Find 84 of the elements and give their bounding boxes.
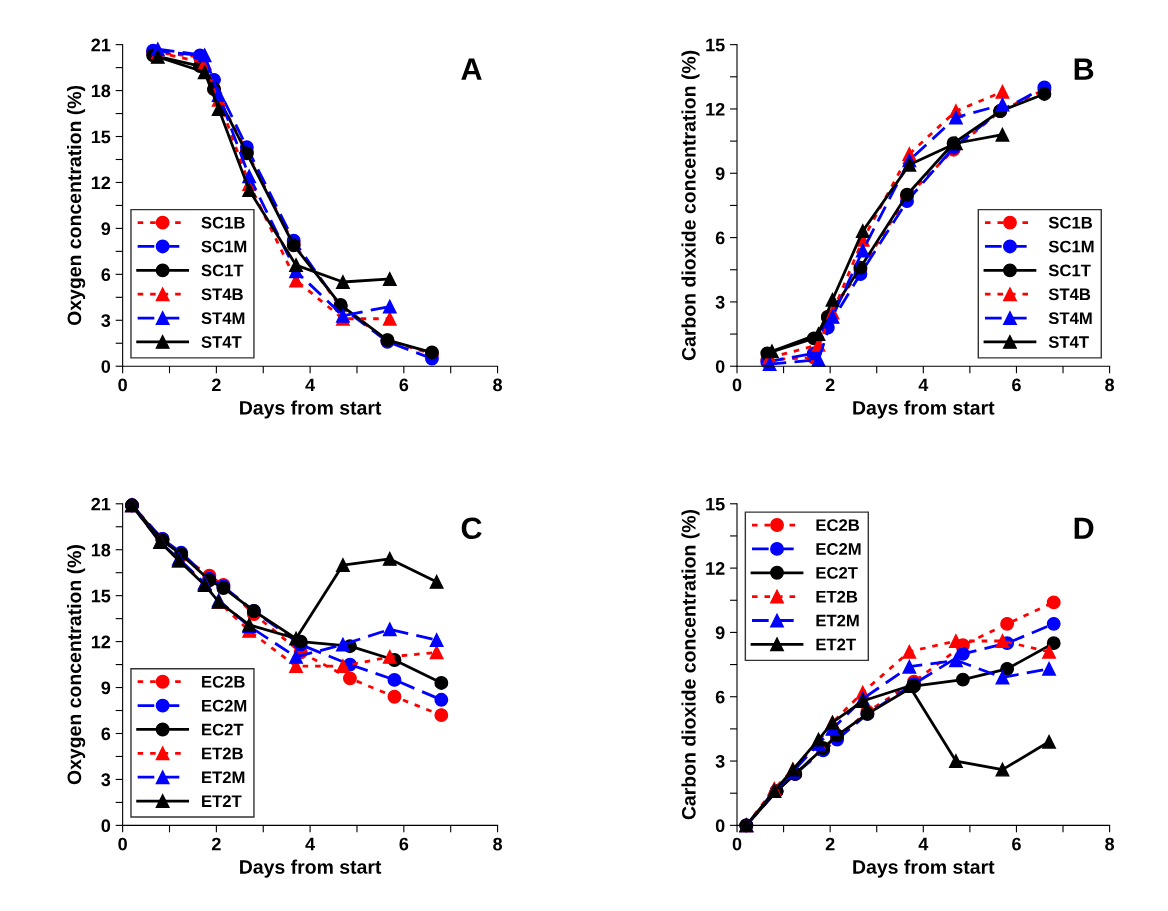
y-tick-label: 15 <box>706 38 725 52</box>
legend-label: ET2M <box>202 771 245 784</box>
legend-label: SC1T <box>201 264 244 277</box>
legend-label: SC1B <box>1048 216 1092 229</box>
annotation: D <box>1074 517 1094 539</box>
x-tick-label: 6 <box>399 837 409 851</box>
x-tick-label: 8 <box>1105 837 1115 851</box>
legend-label: SC1M <box>1048 240 1094 253</box>
legend-label: ST4B <box>1048 288 1091 301</box>
legend-label: ET2T <box>816 638 856 651</box>
legend-label: SC1M <box>201 240 247 253</box>
x-tick-label: 0 <box>118 837 127 851</box>
annotation: B <box>1074 58 1094 80</box>
x-tick-label: 6 <box>1012 378 1021 392</box>
x-tick-label: 2 <box>211 837 221 851</box>
x-tick-label: 0 <box>732 378 742 392</box>
x-tick-label: 0 <box>732 837 742 851</box>
x-axis-title: Days from start <box>240 400 382 419</box>
y-tick-label: 6 <box>101 727 111 741</box>
y-tick-label: 0 <box>101 819 111 833</box>
legend-label: SC1B <box>201 216 245 229</box>
y-axis-title: Oxygen concentration (%) <box>66 545 86 785</box>
y-axis-title: Carbon dioxide concentration (%) <box>681 509 700 820</box>
legend-label: EC2B <box>202 675 245 688</box>
y-tick-label: 3 <box>715 295 725 309</box>
legend-label: ET2B <box>816 590 858 603</box>
y-tick-label: 15 <box>91 130 111 144</box>
y-tick-label: 9 <box>715 626 725 640</box>
x-tick-label: 8 <box>1105 378 1115 392</box>
y-tick-label: 0 <box>101 360 111 373</box>
y-tick-label: 12 <box>91 635 111 649</box>
y-tick-label: 15 <box>91 589 111 603</box>
legend-label: EC2T <box>816 566 858 579</box>
y-tick-label: 6 <box>101 268 111 282</box>
x-tick-label: 2 <box>825 837 835 851</box>
x-tick-label: 8 <box>493 837 503 851</box>
y-tick-label: 9 <box>101 681 111 695</box>
legend-label: EC2B <box>816 519 860 532</box>
legend-label: ST4T <box>1048 336 1089 348</box>
y-tick-label: 6 <box>715 690 725 704</box>
x-tick-label: 2 <box>211 378 221 392</box>
y-tick-label: 9 <box>715 167 725 180</box>
legend-label: ET2B <box>202 747 243 760</box>
x-tick-label: 4 <box>305 378 316 392</box>
legend-label: ST4B <box>201 288 243 301</box>
y-tick-label: 3 <box>101 773 111 787</box>
legend-label: ST4M <box>1048 312 1092 325</box>
x-axis-title: Days from start <box>240 859 382 878</box>
x-tick-label: 4 <box>918 837 929 851</box>
x-tick-label: 8 <box>493 378 503 392</box>
y-tick-label: 21 <box>91 38 111 52</box>
annotation: A <box>461 58 482 80</box>
x-tick-label: 6 <box>399 378 409 392</box>
legend-label: EC2M <box>816 543 861 555</box>
y-tick-label: 18 <box>91 84 111 98</box>
y-axis-title: Oxygen concentration (%) <box>66 85 86 326</box>
y-tick-label: 3 <box>101 314 111 328</box>
y-tick-label: 18 <box>91 543 111 557</box>
legend-label: ST4M <box>201 312 245 325</box>
y-tick-label: 12 <box>706 562 725 575</box>
legend-label: EC2M <box>202 699 247 712</box>
annotation: C <box>461 517 482 540</box>
x-tick-label: 0 <box>118 378 127 392</box>
legend-label: ST4T <box>201 336 242 348</box>
x-tick-label: 4 <box>305 837 316 851</box>
x-tick-label: 6 <box>1012 837 1021 851</box>
y-tick-label: 12 <box>91 176 111 189</box>
y-tick-label: 15 <box>706 497 725 511</box>
legend-label: ET2T <box>202 795 242 807</box>
y-tick-label: 12 <box>706 102 725 116</box>
x-axis-title: Days from start <box>853 400 995 419</box>
x-axis-title: Days from start <box>853 859 995 878</box>
legend-label: EC2T <box>202 723 244 736</box>
y-tick-label: 21 <box>91 497 111 511</box>
y-tick-label: 6 <box>715 231 725 245</box>
y-tick-label: 9 <box>101 222 111 236</box>
y-tick-label: 0 <box>715 819 725 833</box>
legend-label: ET2M <box>816 614 859 627</box>
x-tick-label: 2 <box>825 378 835 392</box>
x-tick-label: 4 <box>918 378 929 392</box>
y-tick-label: 3 <box>715 754 725 768</box>
y-axis-title: Carbon dioxide concentration (%) <box>681 50 700 361</box>
y-tick-label: 0 <box>715 360 725 373</box>
legend-label: SC1T <box>1048 264 1091 277</box>
